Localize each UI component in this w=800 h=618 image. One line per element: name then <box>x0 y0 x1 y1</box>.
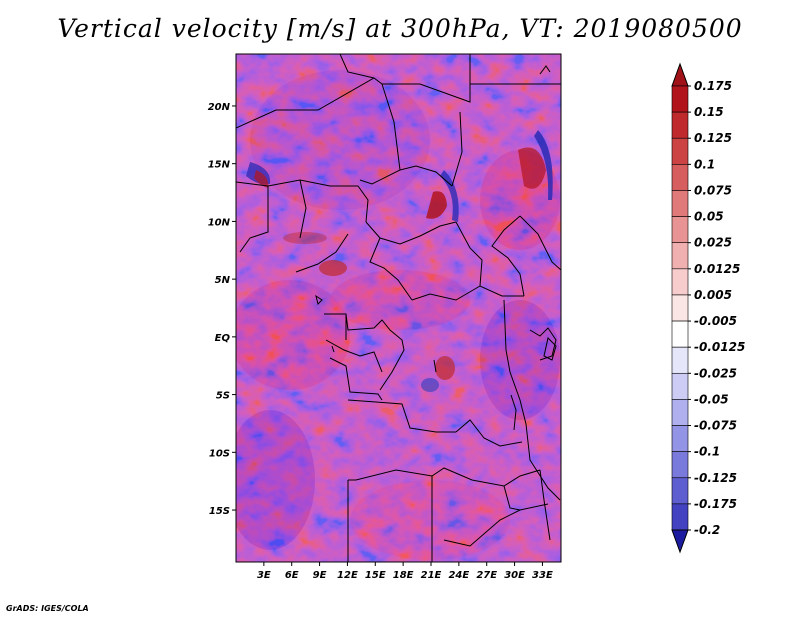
colorbar-bin <box>671 268 689 296</box>
grads-credit: GrADS: IGES/COLA <box>6 604 89 613</box>
colorbar-label: 0.0125 <box>694 262 740 276</box>
colorbar-bin <box>671 190 689 217</box>
colorbar-label: -0.025 <box>694 366 737 380</box>
colorbar-label: -0.05 <box>694 392 729 406</box>
colorbar-bin <box>671 477 689 505</box>
colorbar-label: 0.175 <box>694 79 732 93</box>
colorbar-label: 0.05 <box>694 210 724 224</box>
colorbar-label: 0.025 <box>694 236 732 250</box>
colorbar-bin <box>671 216 689 244</box>
map-frame <box>235 53 562 563</box>
colorbar-bin <box>671 320 689 348</box>
lon-label: 33E <box>532 570 553 581</box>
lat-label: 5S <box>216 391 230 402</box>
colorbar-bottom-cap <box>671 529 689 554</box>
map-title: Vertical velocity [m/s] at 300hPa, VT: 2… <box>57 14 743 43</box>
colorbar-label: -0.1 <box>694 445 720 459</box>
colorbar-label: 0.075 <box>694 183 732 197</box>
colorbar-label: -0.005 <box>694 314 737 328</box>
colorbar-label: -0.2 <box>694 523 720 537</box>
lat-label: 5N <box>215 275 231 286</box>
lat-label: 15N <box>208 160 231 171</box>
colorbar-label: -0.125 <box>694 471 737 485</box>
colorbar-label: -0.075 <box>694 419 737 433</box>
lon-label: 6E <box>285 570 299 581</box>
colorbar-label: 0.1 <box>694 157 715 171</box>
country-borders <box>236 54 561 562</box>
colorbar-label: 0.125 <box>694 131 732 145</box>
lon-label: 27E <box>476 570 497 581</box>
colorbar-label: 0.15 <box>694 105 724 119</box>
lat-label: 15S <box>209 506 230 517</box>
colorbar-bin <box>671 425 689 452</box>
lon-label: 9E <box>313 570 327 581</box>
lat-label: EQ <box>215 333 231 344</box>
colorbar-bin <box>671 346 689 374</box>
colorbar-bin <box>671 137 689 165</box>
lat-label: 10N <box>208 217 231 228</box>
lon-label: 3E <box>257 570 271 581</box>
lat-label: 10S <box>209 448 230 459</box>
lon-label: 30E <box>504 570 525 581</box>
lon-label: 21E <box>421 570 442 581</box>
colorbar-bin <box>671 111 689 139</box>
colorbar-label: 0.005 <box>694 288 732 302</box>
colorbar-bin <box>671 85 689 113</box>
vertical-velocity-field <box>236 54 561 562</box>
colorbar-bin <box>671 399 689 426</box>
colorbar-bin <box>671 372 689 400</box>
colorbar: 0.175 0.15 0.125 0.1 0.075 0.05 0.025 0.0125 0.0… <box>671 62 745 554</box>
colorbar-label: -0.175 <box>694 497 737 511</box>
lat-label: 20N <box>208 102 231 113</box>
colorbar-bin <box>671 294 689 322</box>
colorbar-bin <box>671 451 689 479</box>
latitude-axis: 20N 15N 10N 5N EQ 5S 10S 15S <box>208 102 236 517</box>
lon-label: 24E <box>448 570 469 581</box>
lon-label: 12E <box>337 570 358 581</box>
lon-label: 18E <box>393 570 414 581</box>
lon-label: 15E <box>365 570 386 581</box>
colorbar-bin <box>671 242 689 270</box>
colorbar-top-cap <box>671 62 689 87</box>
colorbar-bin <box>671 503 689 531</box>
longitude-axis: 3E 6E 9E 12E 15E 18E 21E 24E 27E 30E 33E <box>257 562 553 581</box>
colorbar-label: -0.0125 <box>694 340 745 354</box>
colorbar-bin <box>671 164 689 191</box>
